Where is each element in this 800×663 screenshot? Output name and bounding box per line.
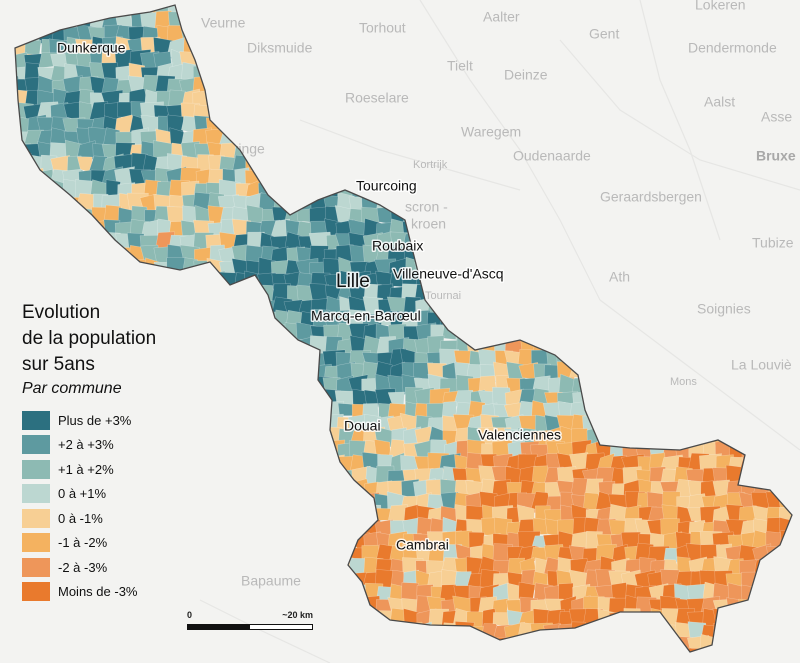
legend-item: +2 à +3%: [22, 433, 222, 458]
background-place-label: Bruxe: [756, 148, 796, 164]
background-place-label: Tielt: [447, 58, 473, 74]
city-label: Marcq-en-Barœul: [311, 308, 421, 324]
background-place-label: Soignies: [697, 301, 751, 317]
background-place-label: Geraardsbergen: [600, 189, 702, 205]
background-place-label: Diksmuide: [247, 40, 313, 56]
background-place-label: Torhout: [359, 20, 406, 36]
city-label: Villeneuve-d'Ascq: [393, 266, 504, 282]
scale-end-label: ~20 km: [282, 610, 313, 620]
legend-item: +1 à +2%: [22, 457, 222, 482]
background-place-label: Dendermonde: [688, 40, 777, 56]
legend-label: -2 à -3%: [58, 559, 108, 575]
background-place-label: Aalter: [483, 9, 520, 25]
legend-swatch: [22, 508, 50, 528]
legend-item: Plus de +3%: [22, 408, 222, 433]
background-place-label: Waregem: [461, 124, 521, 140]
background-place-label: Tournai: [425, 290, 461, 302]
legend-item: -1 à -2%: [22, 531, 222, 556]
background-place-label: Mons: [670, 376, 697, 388]
commune-polygon: [362, 296, 384, 315]
background-place-label: Aalst: [704, 94, 735, 110]
legend-label: +1 à +2%: [58, 461, 114, 477]
legend-item: -2 à -3%: [22, 555, 222, 580]
legend-swatch: [22, 410, 50, 430]
legend-label: -1 à -2%: [58, 535, 108, 551]
legend-swatch: [22, 435, 50, 455]
commune-polygon: [363, 389, 380, 408]
city-label: Douai: [344, 418, 381, 434]
legend-title-line-1: Evolution: [22, 302, 101, 323]
background-roads: [199, 0, 800, 663]
background-place-label: Lokeren: [695, 0, 746, 13]
legend-title-line-3: sur 5ans: [22, 354, 95, 375]
legend: Evolution de la population sur 5ans Par …: [22, 300, 222, 604]
legend-title-line-2: de la population: [22, 328, 157, 349]
legend-swatch: [22, 557, 50, 577]
legend-item: 0 à -1%: [22, 506, 222, 531]
legend-swatch: [22, 459, 50, 479]
legend-item: 0 à +1%: [22, 482, 222, 507]
city-labels: Dunkerque Tourcoing Roubaix Lille Villeneuve…: [56, 38, 563, 554]
scale-bar-graphic: [187, 624, 313, 630]
background-place-label: Gent: [589, 26, 619, 42]
background-place-labels: Veurne Torhout Aalter Gent Lokeren Dendermond…: [201, 0, 796, 589]
legend-label: Moins de -3%: [58, 584, 138, 600]
background-place-label: kroen: [411, 216, 446, 232]
background-place-label: Kortrijk: [413, 159, 448, 171]
background-place-label: Deinze: [504, 67, 548, 83]
commune-polygon: [517, 545, 536, 562]
background-place-label: La Louviè: [731, 357, 792, 373]
legend-label: Plus de +3%: [58, 412, 132, 428]
background-place-label: scron -: [405, 199, 448, 215]
legend-subtitle: Par commune: [22, 380, 122, 397]
background-place-label: Bapaume: [241, 573, 301, 589]
legend-label: 0 à +1%: [58, 486, 107, 502]
city-label: Valenciennes: [478, 427, 561, 443]
background-place-label: Ath: [609, 269, 630, 285]
scale-bar: 0 ~20 km: [187, 610, 313, 636]
city-label: Tourcoing: [356, 178, 417, 194]
legend-swatch: [22, 533, 50, 553]
background-place-label: Roeselare: [345, 90, 409, 106]
city-label: Cambrai: [396, 537, 449, 553]
legend-item: Moins de -3%: [22, 580, 222, 605]
legend-swatch: [22, 582, 50, 602]
scale-start-label: 0: [187, 610, 193, 620]
background-place-label: Oudenaarde: [513, 148, 591, 164]
city-label: Dunkerque: [57, 40, 126, 56]
background-place-label: Veurne: [201, 15, 246, 31]
city-label: Roubaix: [372, 238, 423, 254]
city-label: Lille: [336, 271, 370, 292]
background-place-label: Tubize: [752, 235, 794, 251]
legend-swatch: [22, 484, 50, 504]
legend-label: 0 à -1%: [58, 510, 103, 526]
legend-label: +2 à +3%: [58, 437, 114, 453]
background-place-label: Asse: [761, 109, 792, 125]
